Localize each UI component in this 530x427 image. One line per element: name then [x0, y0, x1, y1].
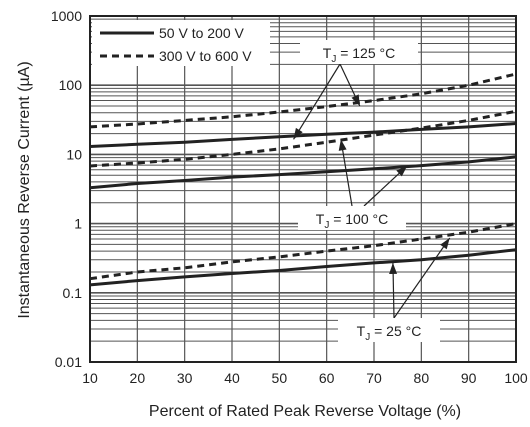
- annotation-label-tj125: TJ = 125 °C: [323, 45, 395, 65]
- x-tick-label: 10: [82, 370, 98, 386]
- annotation-arrowhead: [396, 166, 408, 177]
- annotation-arrow-line: [393, 237, 451, 319]
- legend-background: [92, 20, 270, 66]
- y-tick-label: 1: [74, 216, 82, 232]
- annotation-arrowhead: [440, 238, 450, 250]
- x-tick-label: 70: [366, 370, 382, 386]
- x-tick-label: 90: [461, 370, 477, 386]
- x-tick-label: 100: [504, 370, 528, 386]
- legend-label-dashed: 300 V to 600 V: [159, 48, 252, 64]
- annotation-label-background: [300, 40, 418, 64]
- x-axis-title: Percent of Rated Peak Reverse Voltage (%…: [149, 403, 461, 420]
- x-tick-label: 40: [224, 370, 240, 386]
- annotation-arrow-line: [340, 139, 353, 207]
- grid-layer: [89, 16, 517, 363]
- annotation-label-background: [338, 318, 440, 342]
- y-tick-label: 100: [59, 77, 83, 93]
- annotation-label-tj25: TJ = 25 °C: [357, 323, 422, 343]
- x-tick-label: 80: [414, 370, 430, 386]
- series-layer: [89, 72, 517, 287]
- tick-layer: 10 20 30 40 50 60 70 80 90 100 0.01 0.1 1 10 100 1000: [51, 8, 528, 386]
- legend: 50 V to 200 V 300 V to 600 V: [92, 20, 270, 66]
- y-axis-title: Instantaneous Reverse Current (µA): [16, 61, 33, 318]
- x-tick-label: 20: [130, 370, 146, 386]
- series-line-solid-tj100: [89, 155, 517, 190]
- annotation-arrowhead: [351, 94, 360, 106]
- series-line-solid-tj125: [89, 122, 517, 148]
- annotation-arrow-line: [293, 63, 341, 140]
- x-tick-label: 50: [272, 370, 288, 386]
- x-tick-label: 60: [319, 370, 335, 386]
- annotation-arrowhead: [338, 139, 347, 151]
- y-tick-label: 1000: [51, 8, 82, 24]
- annotation-label-background: [298, 206, 406, 230]
- y-tick-label: 10: [66, 146, 82, 162]
- series-line-solid-tj25: [89, 248, 517, 287]
- annotation-arrowhead: [389, 262, 398, 274]
- y-tick-label: 0.1: [63, 285, 83, 301]
- legend-label-solid: 50 V to 200 V: [159, 25, 245, 41]
- annotation-label-tj100: TJ = 100 °C: [316, 211, 388, 231]
- x-tick-label: 30: [177, 370, 193, 386]
- arrow-layer: [293, 63, 451, 319]
- annotation-layer: TJ = 125 °C TJ = 100 °C TJ = 25 °C: [298, 40, 440, 343]
- y-tick-label: 0.01: [55, 354, 82, 370]
- annotation-arrowhead: [293, 127, 303, 140]
- plot-frame: [89, 15, 517, 363]
